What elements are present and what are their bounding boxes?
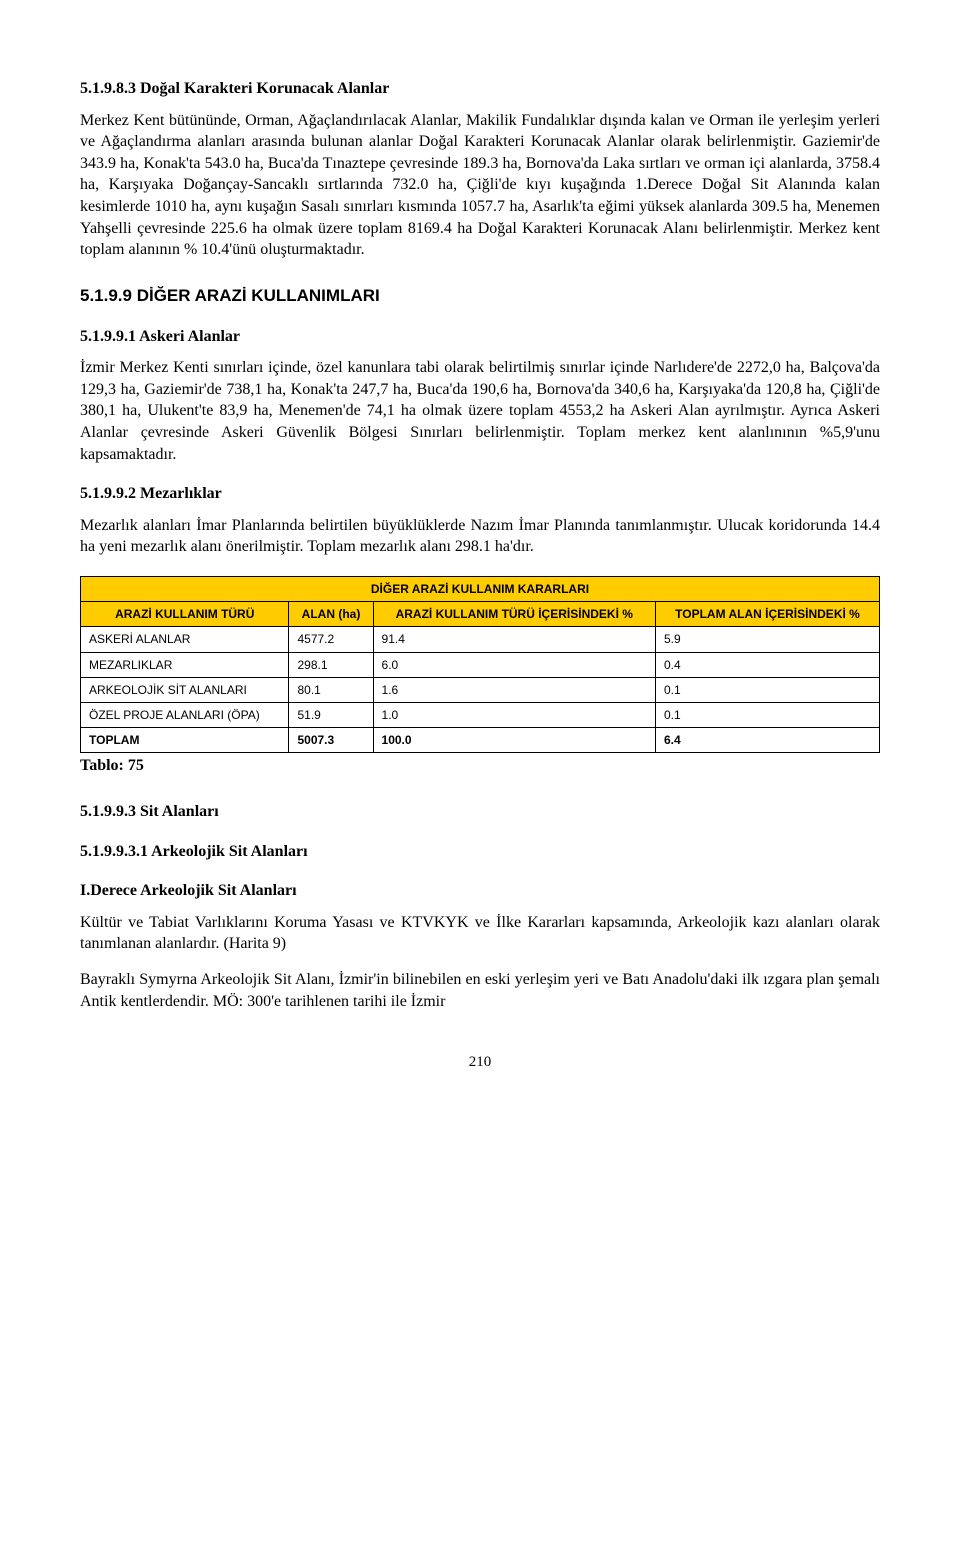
cell: 5.9	[655, 627, 879, 652]
cell: 298.1	[289, 652, 373, 677]
cell: 1.6	[373, 677, 655, 702]
cell: 6.4	[655, 728, 879, 753]
table-row: MEZARLIKLAR 298.1 6.0 0.4	[81, 652, 880, 677]
cell: ÖZEL PROJE ALANLARI (ÖPA)	[81, 702, 289, 727]
cell: 1.0	[373, 702, 655, 727]
cell: 5007.3	[289, 728, 373, 753]
section-heading-i-derece: I.Derece Arkeolojik Sit Alanları	[80, 880, 880, 902]
section-heading-5-1-9-9-3: 5.1.9.9.3 Sit Alanları	[80, 801, 880, 823]
table-title-cell: DİĞER ARAZİ KULLANIM KARARLARI	[81, 577, 880, 602]
cell: 0.4	[655, 652, 879, 677]
paragraph-kultur-tabiat: Kültür ve Tabiat Varlıklarını Koruma Yas…	[80, 912, 880, 955]
table-row: ARKEOLOJİK SİT ALANLARI 80.1 1.6 0.1	[81, 677, 880, 702]
cell: 91.4	[373, 627, 655, 652]
table-col-0: ARAZİ KULLANIM TÜRÜ	[81, 602, 289, 627]
cell: MEZARLIKLAR	[81, 652, 289, 677]
paragraph-bayrakli: Bayraklı Symyrna Arkeolojik Sit Alanı, İ…	[80, 969, 880, 1012]
cell: 6.0	[373, 652, 655, 677]
section-heading-5-1-9-9-1: 5.1.9.9.1 Askeri Alanlar	[80, 326, 880, 348]
cell: 0.1	[655, 677, 879, 702]
section-heading-5-1-9-9: 5.1.9.9 DİĞER ARAZİ KULLANIMLARI	[80, 285, 880, 308]
table-col-1: ALAN (ha)	[289, 602, 373, 627]
paragraph-askeri-alanlar: İzmir Merkez Kenti sınırları içinde, öze…	[80, 357, 880, 465]
paragraph-mezarliklar: Mezarlık alanları İmar Planlarında belir…	[80, 515, 880, 558]
table-label: Tablo: 75	[80, 755, 880, 777]
diger-arazi-table: DİĞER ARAZİ KULLANIM KARARLARI ARAZİ KUL…	[80, 576, 880, 753]
section-heading-5-1-9-8-3: 5.1.9.8.3 Doğal Karakteri Korunacak Alan…	[80, 78, 880, 100]
table-row-total: TOPLAM 5007.3 100.0 6.4	[81, 728, 880, 753]
cell: 51.9	[289, 702, 373, 727]
cell: ASKERİ ALANLAR	[81, 627, 289, 652]
section-heading-5-1-9-9-2: 5.1.9.9.2 Mezarlıklar	[80, 483, 880, 505]
table-row: ASKERİ ALANLAR 4577.2 91.4 5.9	[81, 627, 880, 652]
cell: 80.1	[289, 677, 373, 702]
cell: ARKEOLOJİK SİT ALANLARI	[81, 677, 289, 702]
table-col-3: TOPLAM ALAN İÇERİSİNDEKİ %	[655, 602, 879, 627]
table-col-2: ARAZİ KULLANIM TÜRÜ İÇERİSİNDEKİ %	[373, 602, 655, 627]
cell: 0.1	[655, 702, 879, 727]
section-heading-5-1-9-9-3-1: 5.1.9.9.3.1 Arkeolojik Sit Alanları	[80, 841, 880, 863]
cell: TOPLAM	[81, 728, 289, 753]
paragraph-dogal-karakter: Merkez Kent bütününde, Orman, Ağaçlandır…	[80, 110, 880, 261]
cell: 4577.2	[289, 627, 373, 652]
table-row: ÖZEL PROJE ALANLARI (ÖPA) 51.9 1.0 0.1	[81, 702, 880, 727]
cell: 100.0	[373, 728, 655, 753]
page-number: 210	[80, 1052, 880, 1072]
